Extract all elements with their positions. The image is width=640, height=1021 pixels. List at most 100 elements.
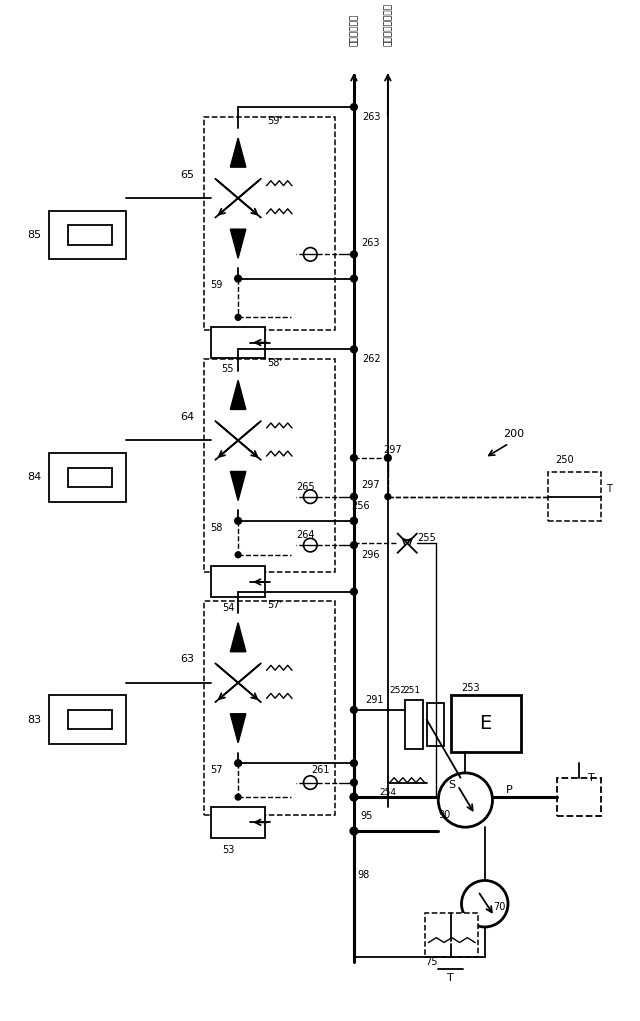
- Text: 264: 264: [296, 531, 315, 540]
- Text: 70: 70: [493, 902, 506, 912]
- Circle shape: [351, 542, 357, 548]
- Circle shape: [303, 538, 317, 552]
- Polygon shape: [230, 472, 246, 500]
- Circle shape: [351, 518, 357, 525]
- Bar: [204, 359, 335, 572]
- Polygon shape: [230, 229, 246, 258]
- Bar: [204, 116, 335, 330]
- Circle shape: [235, 552, 241, 557]
- Text: P: P: [506, 785, 513, 795]
- Bar: [211, 175, 265, 222]
- Bar: [49, 210, 126, 259]
- Circle shape: [350, 827, 358, 835]
- Circle shape: [385, 494, 391, 499]
- Circle shape: [351, 346, 357, 352]
- Text: T: T: [447, 973, 454, 983]
- Text: 95: 95: [360, 812, 372, 822]
- Text: 64: 64: [180, 412, 195, 423]
- Bar: [211, 327, 265, 358]
- Bar: [211, 613, 265, 660]
- Bar: [211, 807, 265, 838]
- Text: 254: 254: [380, 788, 396, 796]
- Bar: [405, 700, 423, 748]
- Circle shape: [303, 247, 317, 261]
- Circle shape: [303, 490, 317, 503]
- Circle shape: [235, 518, 241, 525]
- Text: 98: 98: [358, 870, 370, 880]
- Circle shape: [385, 454, 391, 461]
- Text: 250: 250: [555, 454, 573, 465]
- Text: 262: 262: [362, 354, 381, 364]
- Circle shape: [351, 493, 357, 500]
- Text: 255: 255: [417, 533, 436, 543]
- Bar: [425, 914, 478, 957]
- Bar: [49, 453, 126, 501]
- Bar: [211, 418, 265, 464]
- Text: 83: 83: [27, 715, 41, 725]
- Text: 297: 297: [383, 445, 402, 455]
- Text: 65: 65: [180, 169, 194, 180]
- Text: 59: 59: [211, 281, 223, 290]
- Bar: [265, 418, 294, 464]
- Circle shape: [235, 794, 241, 800]
- Circle shape: [351, 779, 357, 786]
- Text: 253: 253: [461, 683, 479, 692]
- Bar: [211, 129, 265, 175]
- Text: 265: 265: [296, 482, 315, 492]
- Circle shape: [235, 276, 241, 282]
- Polygon shape: [230, 381, 246, 409]
- Text: 59': 59': [268, 115, 282, 126]
- Text: 90: 90: [438, 810, 450, 820]
- Circle shape: [351, 251, 357, 257]
- Circle shape: [351, 454, 357, 461]
- Bar: [265, 175, 294, 222]
- Circle shape: [351, 760, 357, 767]
- Text: 走行制御弁へ: 走行制御弁へ: [349, 13, 358, 46]
- Circle shape: [351, 518, 357, 525]
- Bar: [451, 695, 520, 751]
- Text: 53: 53: [221, 845, 234, 856]
- Circle shape: [303, 776, 317, 789]
- Text: T: T: [588, 773, 595, 783]
- Circle shape: [350, 793, 358, 801]
- Circle shape: [351, 707, 357, 714]
- Text: 63: 63: [180, 654, 194, 665]
- Circle shape: [438, 773, 493, 827]
- Text: 200: 200: [503, 429, 524, 439]
- Polygon shape: [230, 714, 246, 743]
- Bar: [211, 567, 265, 597]
- Bar: [211, 222, 265, 268]
- Circle shape: [235, 760, 241, 767]
- Circle shape: [351, 104, 357, 110]
- Text: 297: 297: [361, 480, 380, 490]
- Bar: [211, 371, 265, 418]
- Text: 55: 55: [221, 363, 234, 374]
- Circle shape: [351, 276, 357, 282]
- Text: 57: 57: [211, 765, 223, 775]
- Polygon shape: [230, 138, 246, 167]
- Text: E: E: [479, 714, 492, 733]
- Text: 54: 54: [221, 603, 234, 614]
- Bar: [557, 778, 601, 817]
- Circle shape: [235, 314, 241, 321]
- Bar: [211, 706, 265, 752]
- Polygon shape: [230, 623, 246, 651]
- Bar: [211, 660, 265, 706]
- Text: 252: 252: [389, 686, 406, 695]
- Text: 261: 261: [311, 765, 329, 775]
- Text: 263: 263: [361, 238, 380, 248]
- Text: T: T: [606, 484, 612, 494]
- Bar: [548, 473, 601, 521]
- Text: 84: 84: [27, 473, 41, 482]
- Text: S: S: [448, 780, 456, 790]
- Text: 85: 85: [27, 230, 41, 240]
- Circle shape: [351, 588, 357, 595]
- Bar: [427, 703, 444, 745]
- Text: 75: 75: [425, 957, 438, 967]
- Text: 251: 251: [403, 686, 420, 695]
- Bar: [265, 660, 294, 706]
- Text: 58: 58: [211, 523, 223, 533]
- Text: 296: 296: [361, 550, 380, 560]
- Text: 走行リモコン弁へ: 走行リモコン弁へ: [383, 3, 392, 46]
- Text: 263: 263: [362, 111, 381, 121]
